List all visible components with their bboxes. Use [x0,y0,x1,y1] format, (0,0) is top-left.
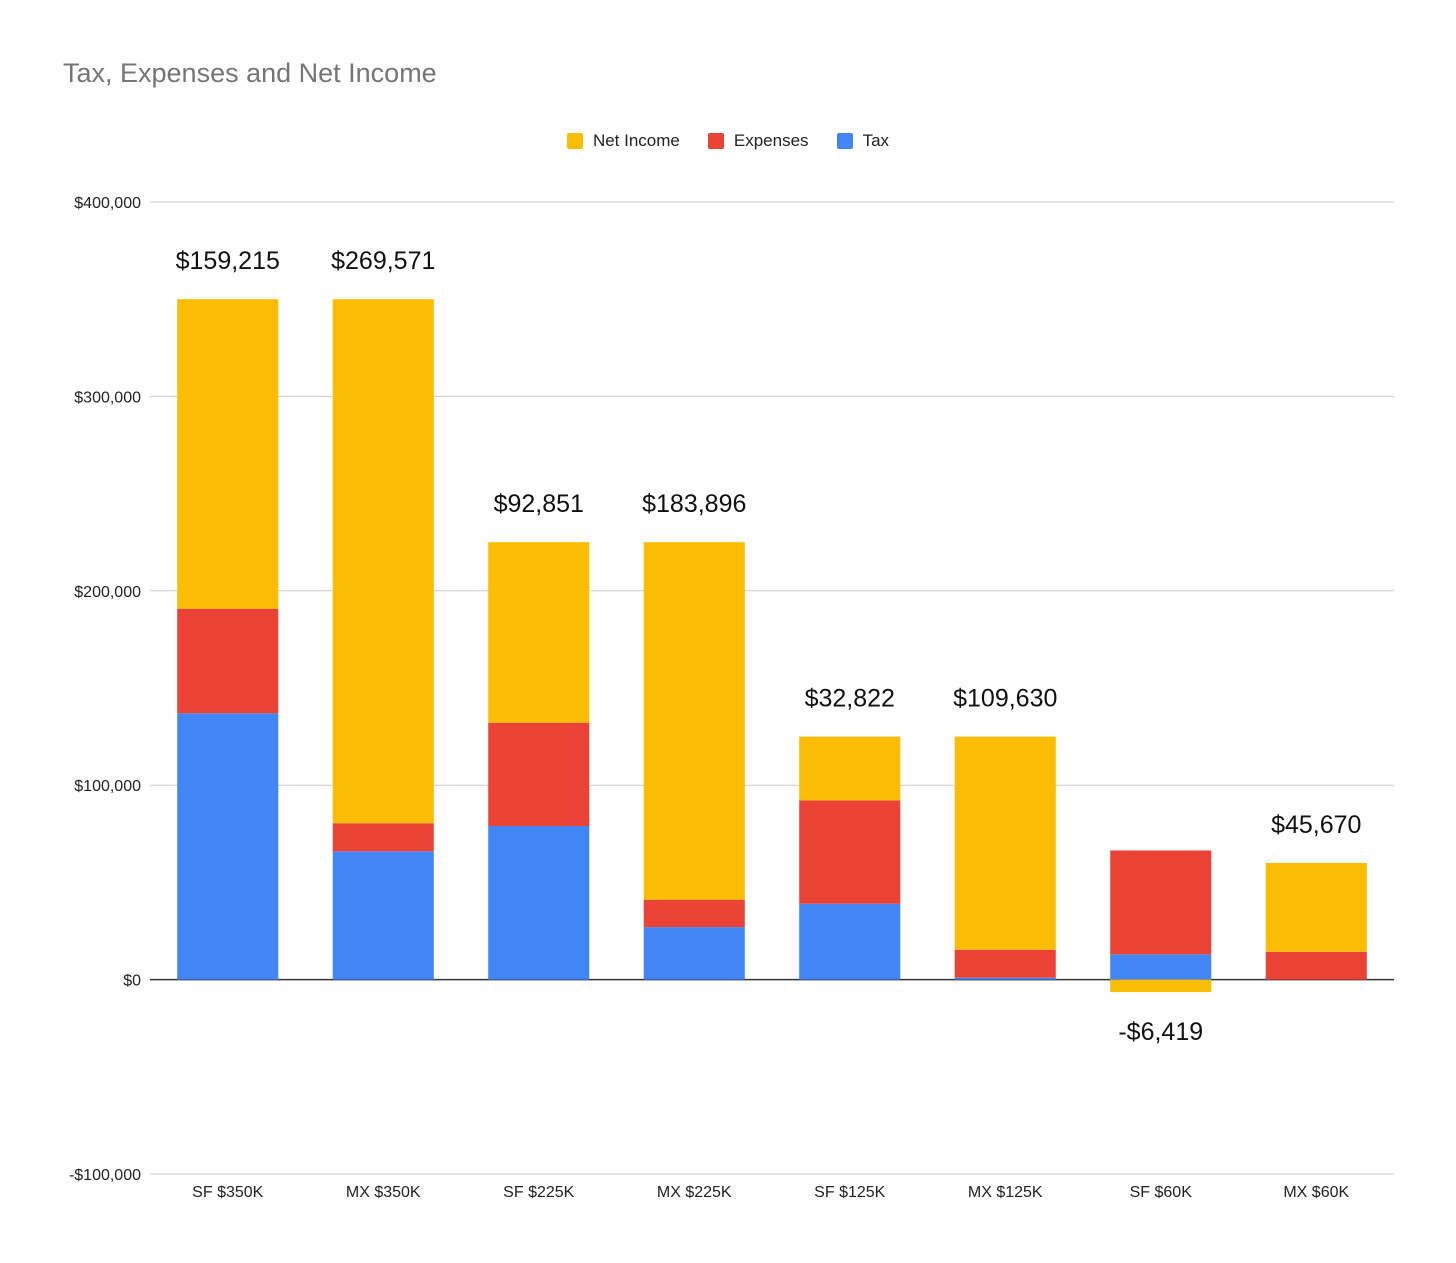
bar-segment-net-income [954,736,1056,950]
y-tick-label: $300,000 [74,389,141,406]
data-label: $92,851 [494,490,584,518]
bar-segment-expenses [1265,951,1367,980]
bar-segment-expenses [177,608,279,714]
y-tick-label: $200,000 [74,584,141,601]
bar-segment-tax [643,927,745,980]
bar-segment-expenses [1110,850,1212,955]
bar-segment-expenses [954,949,1056,978]
bar-segment-net-income [643,542,745,900]
bar-segment-tax [332,851,434,980]
bar-segment-net-income [332,299,434,824]
bar-segment-tax [488,826,590,980]
bar-segment-net-income [488,542,590,723]
legend-swatch-net-income [566,133,583,149]
bar-segment-tax [799,903,901,980]
x-tick-label: MX $225K [657,1184,732,1201]
x-tick-label: SF $60K [1130,1184,1193,1201]
bar-segment-expenses [799,800,901,904]
bar-segment-net-income [1110,979,1212,993]
y-tick-label: $0 [123,973,141,990]
legend-label-tax: Tax [862,131,890,150]
x-tick-label: SF $225K [503,1184,574,1201]
x-tick-label: MX $350K [346,1184,421,1201]
bar-segment-net-income [177,299,279,609]
x-tick-label: SF $350K [192,1184,263,1201]
bar-segment-tax [177,713,279,980]
legend-item-expenses: Expenses [707,131,809,151]
data-label: $159,215 [176,247,280,275]
legend-swatch-expenses [707,133,724,149]
data-label: $45,670 [1271,811,1361,839]
bar-segment-tax [954,977,1056,980]
bar-segment-net-income [1265,862,1367,952]
data-label: -$6,419 [1118,1018,1203,1046]
data-label: $269,571 [331,247,435,275]
data-label: $32,822 [805,685,895,713]
bar-segment-expenses [332,823,434,852]
legend-label-expenses: Expenses [733,131,809,150]
data-label: $109,630 [953,685,1057,713]
y-tick-label: -$100,000 [69,1167,141,1184]
legend-item-tax: Tax [836,131,890,151]
bar-segment-expenses [488,722,590,827]
bar-segment-expenses [643,899,745,928]
bar-segment-net-income [799,736,901,801]
data-label: $183,896 [642,490,746,518]
chart-title: Tax, Expenses and Net Income [63,58,437,88]
legend-item-net-income: Net Income [566,131,680,151]
y-tick-label: $400,000 [74,195,141,212]
chart-legend: Net Income Expenses Tax [0,131,1456,151]
bar-segment-tax [1110,954,1212,980]
x-tick-label: SF $125K [814,1184,885,1201]
legend-swatch-tax [836,133,853,149]
x-tick-label: MX $125K [968,1184,1043,1201]
y-tick-label: $100,000 [74,778,141,795]
legend-label-net-income: Net Income [592,131,680,150]
x-tick-label: MX $60K [1283,1184,1349,1201]
